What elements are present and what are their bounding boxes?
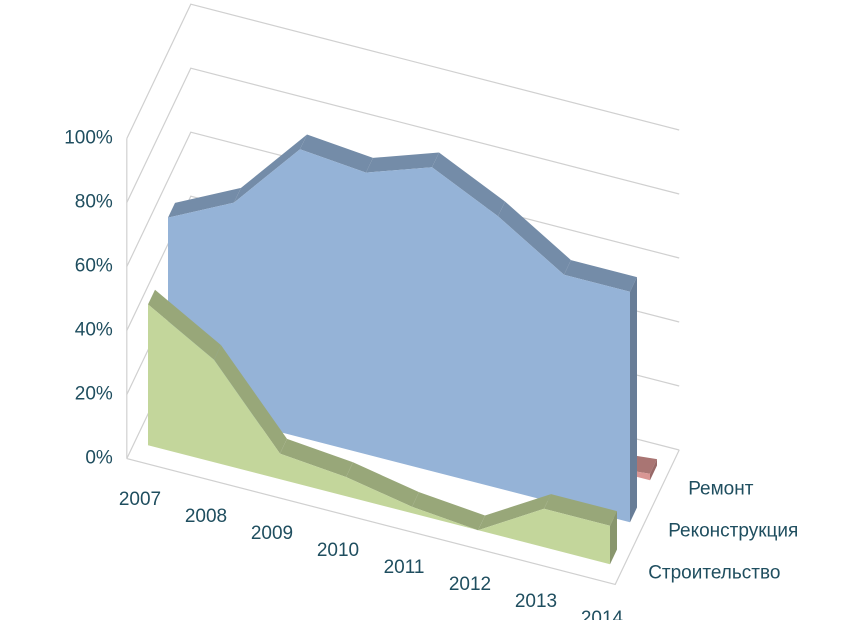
area-top xyxy=(280,438,353,477)
area-top xyxy=(300,134,373,173)
x-tick-label: 2009 xyxy=(251,523,293,544)
area-top xyxy=(412,492,485,531)
area xyxy=(168,149,630,523)
series-label: Реконструкция xyxy=(668,520,798,541)
y-tick-label: 60% xyxy=(75,256,113,277)
area-top xyxy=(432,152,505,217)
y-tick-label: 40% xyxy=(75,320,113,341)
y-tick-label: 0% xyxy=(85,448,113,469)
floor-edge xyxy=(126,449,680,586)
y-tick-label: 20% xyxy=(75,384,113,405)
area-top xyxy=(346,462,419,507)
area-side xyxy=(610,511,617,565)
x-tick-label: 2014 xyxy=(581,608,624,620)
series-label: Строительство xyxy=(648,562,780,583)
area-side xyxy=(630,277,637,523)
x-tick-label: 2011 xyxy=(384,557,425,578)
area-top xyxy=(366,152,439,173)
area-top xyxy=(544,494,617,526)
x-tick-label: 2008 xyxy=(185,506,227,527)
y-tick-label: 100% xyxy=(64,128,113,149)
x-tick-label: 2013 xyxy=(515,591,557,612)
area-top xyxy=(478,494,551,531)
grid-line xyxy=(126,67,680,203)
y-tick-label: 80% xyxy=(75,192,113,213)
grid-line xyxy=(126,3,680,139)
area xyxy=(148,304,610,565)
x-tick-label: 2012 xyxy=(449,574,491,595)
area-top xyxy=(168,187,241,218)
area-top xyxy=(214,345,287,454)
area-top xyxy=(234,134,307,203)
area-top xyxy=(564,260,637,292)
x-tick-label: 2007 xyxy=(119,489,161,510)
area-top xyxy=(498,201,571,275)
x-tick-label: 2010 xyxy=(317,540,359,561)
area-top xyxy=(148,289,221,360)
series-label: Ремонт xyxy=(688,478,754,499)
area-side xyxy=(650,459,657,481)
